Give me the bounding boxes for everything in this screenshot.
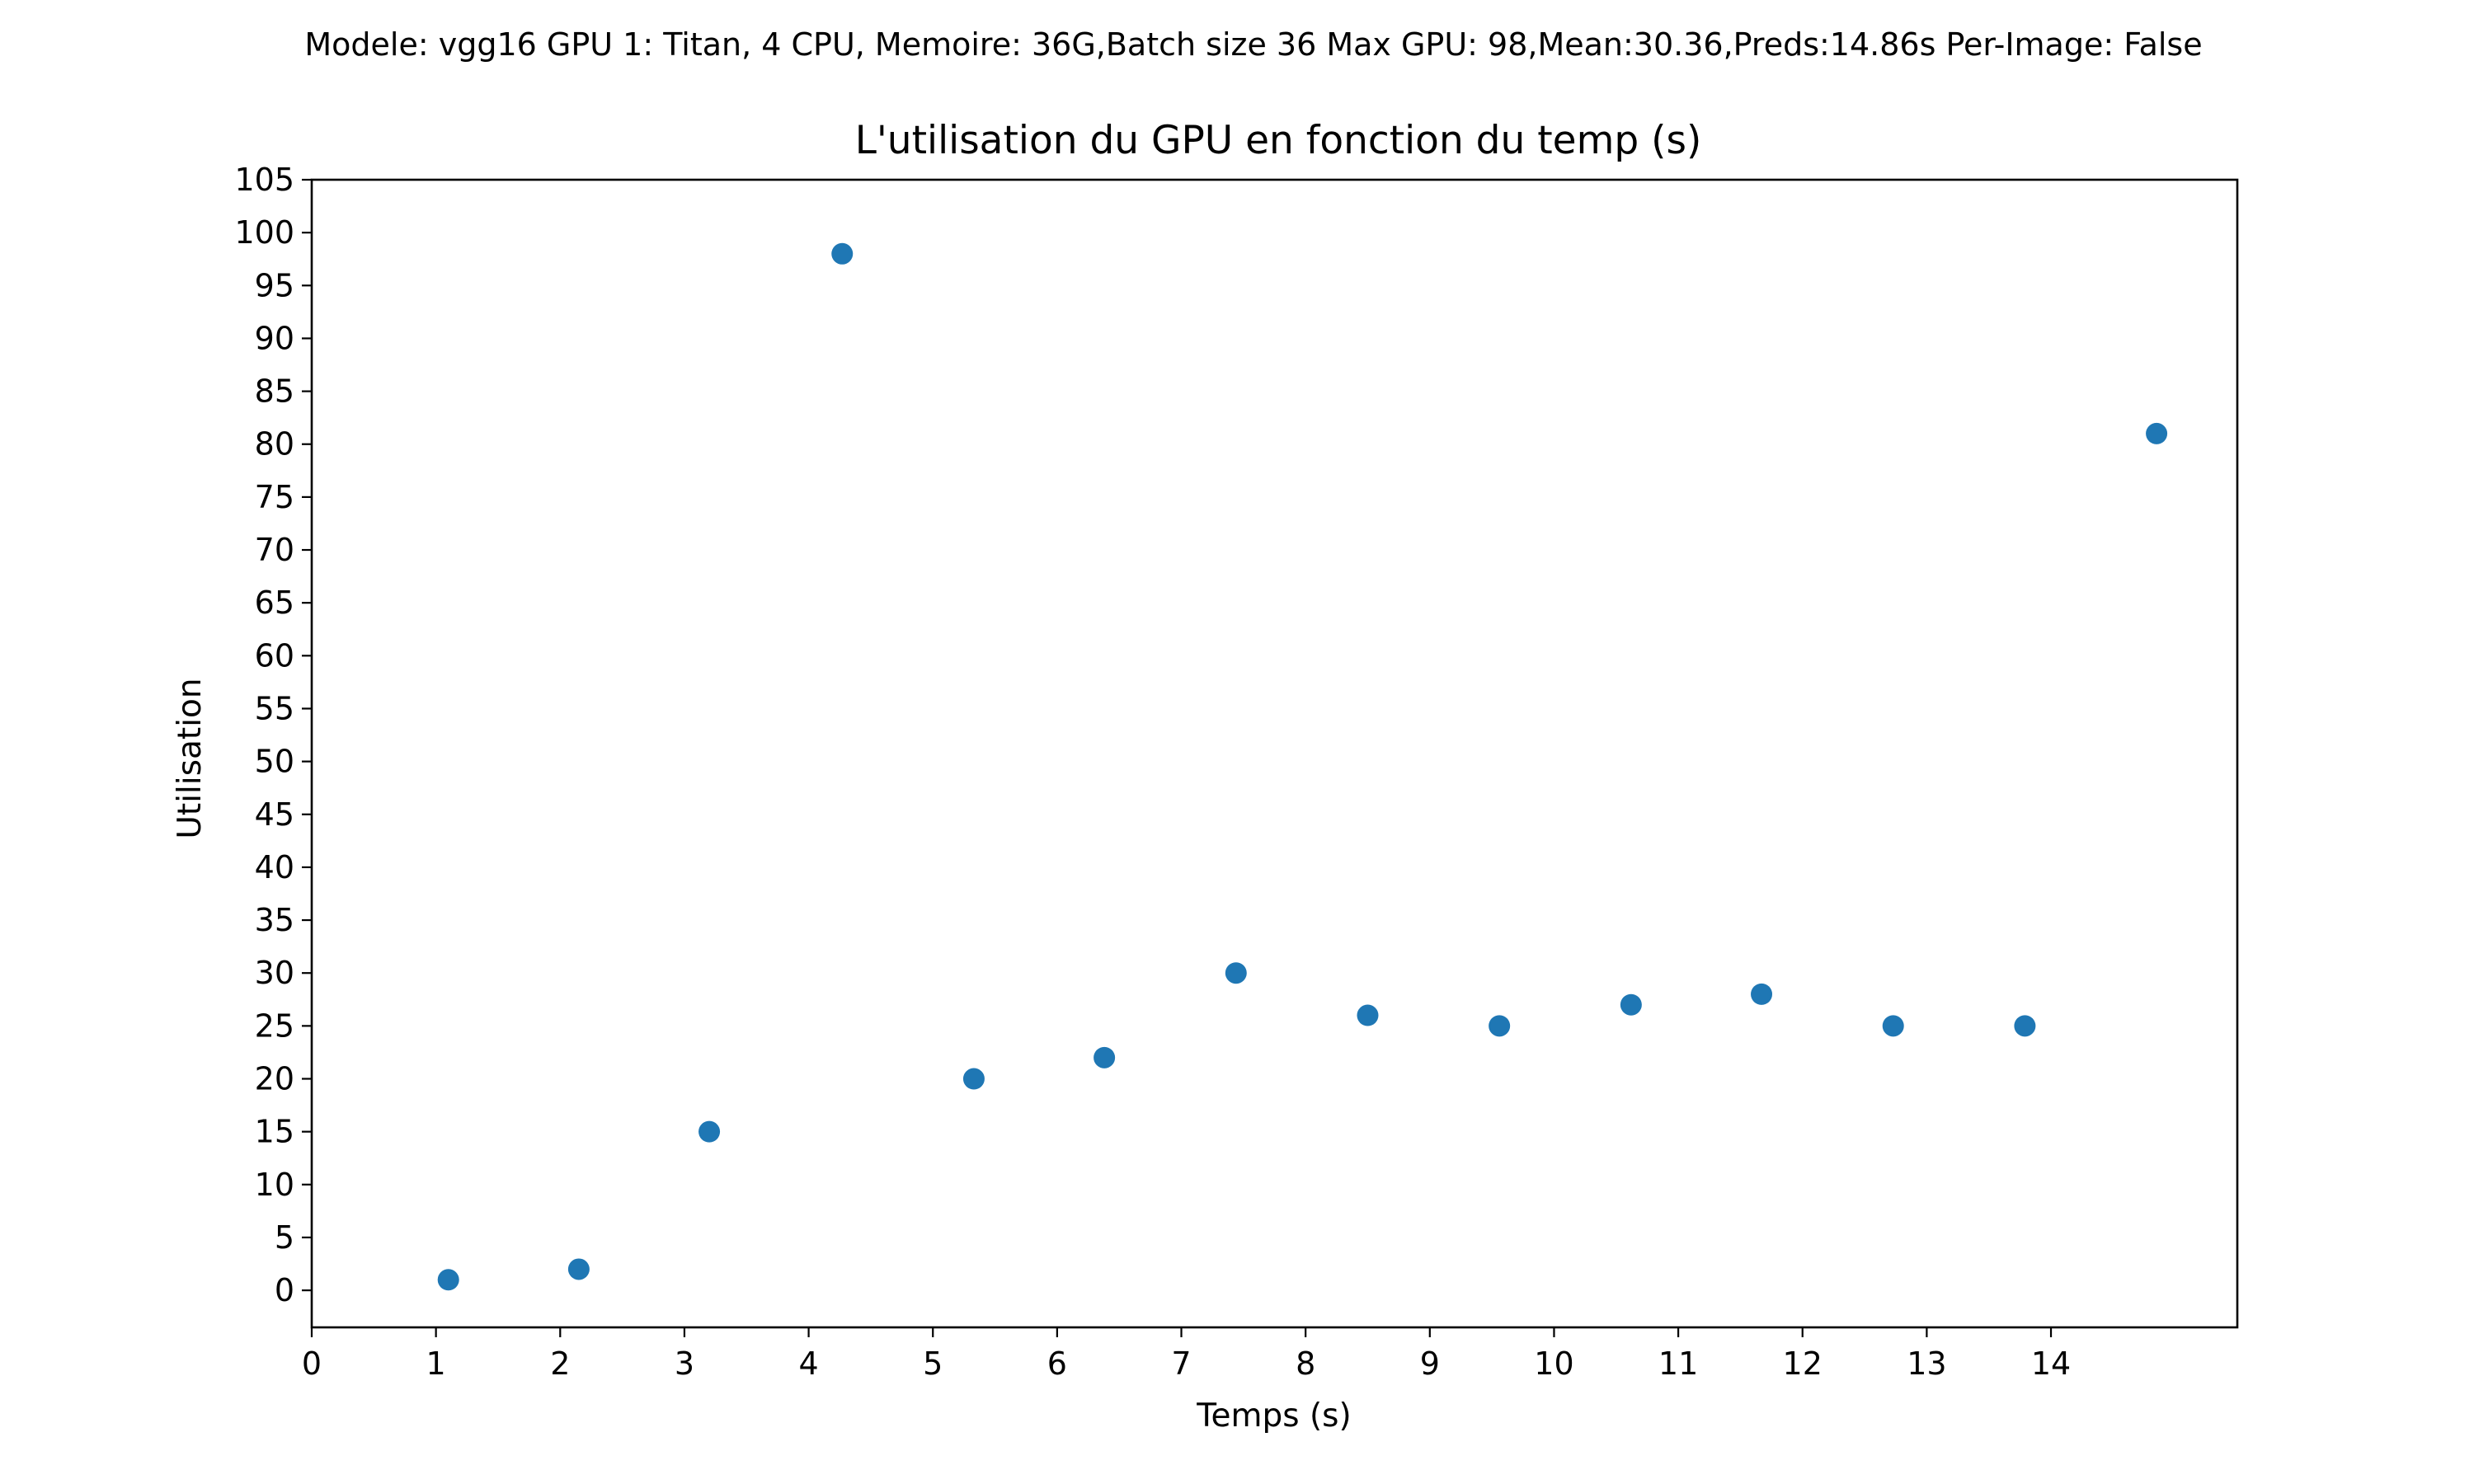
chart-title: L'utilisation du GPU en fonction du temp…: [855, 118, 1702, 163]
y-axis-label: Utilisation: [172, 678, 209, 838]
y-tick-label: 75: [255, 479, 294, 515]
chart-suptitle: Modele: vgg16 GPU 1: Titan, 4 CPU, Memoi…: [304, 26, 2202, 63]
data-point: [437, 1269, 459, 1291]
x-tick-label: 7: [1171, 1345, 1191, 1382]
x-tick-label: 14: [2031, 1345, 2071, 1382]
data-point: [962, 1068, 985, 1090]
data-point: [1882, 1015, 1904, 1037]
x-tick-label: 9: [1420, 1345, 1440, 1382]
y-tick-label: 65: [255, 585, 294, 621]
x-tick-label: 1: [426, 1345, 446, 1382]
y-tick-label: 30: [255, 955, 294, 991]
y-tick-label: 10: [255, 1167, 294, 1203]
x-tick-label: 0: [302, 1345, 322, 1382]
y-tick-label: 95: [255, 267, 294, 303]
y-tick-label: 35: [255, 902, 294, 938]
x-tick-label: 3: [675, 1345, 694, 1382]
x-tick-label: 2: [550, 1345, 570, 1382]
plot-area: 0510152025303540455055606570758085909510…: [234, 162, 2239, 1382]
data-point: [1751, 983, 1773, 1005]
data-point: [1094, 1046, 1116, 1068]
y-tick-label: 60: [255, 637, 294, 674]
data-point: [698, 1120, 721, 1143]
y-tick-label: 5: [275, 1219, 294, 1256]
y-tick-label: 80: [255, 426, 294, 463]
y-tick-label: 0: [275, 1272, 294, 1308]
y-tick-label: 25: [255, 1007, 294, 1044]
y-tick-label: 50: [255, 744, 294, 780]
y-tick-label: 40: [255, 849, 294, 885]
y-axis: 0 5 10 15 20 25 30 35 40 45 50 55 60 65 70 75 80 85 90 95 10…: [234, 162, 312, 1308]
data-point: [1489, 1015, 1511, 1037]
x-axis-label: Temps (s): [1196, 1397, 1351, 1435]
data-point: [2146, 422, 2168, 444]
data-point: [831, 242, 854, 265]
x-axis: 0 1 2 3 4 5 6 7 8 9 10 11 12 13 14: [302, 1327, 2071, 1382]
x-tick-label: 8: [1296, 1345, 1315, 1382]
data-point: [2014, 1015, 2036, 1037]
y-tick-label: 85: [255, 373, 294, 410]
y-tick-label: 15: [255, 1114, 294, 1150]
x-tick-label: 12: [1783, 1345, 1823, 1382]
x-tick-label: 5: [923, 1345, 943, 1382]
y-tick-label: 90: [255, 320, 294, 356]
y-tick-label: 100: [234, 214, 294, 251]
y-tick-label: 105: [234, 162, 294, 198]
y-tick-label: 20: [255, 1061, 294, 1097]
data-point: [1620, 993, 1642, 1016]
x-tick-label: 4: [798, 1345, 818, 1382]
y-tick-label: 70: [255, 532, 294, 568]
data-point: [1225, 962, 1247, 984]
x-tick-label: 6: [1047, 1345, 1067, 1382]
data-point: [1357, 1004, 1379, 1026]
data-point: [567, 1258, 590, 1280]
x-tick-label: 13: [1907, 1345, 1946, 1382]
plot-frame: [310, 178, 2239, 1329]
y-tick-label: 45: [255, 796, 294, 833]
x-tick-label: 11: [1658, 1345, 1698, 1382]
y-tick-label: 55: [255, 690, 294, 726]
data-points: [437, 242, 2168, 1291]
x-tick-label: 10: [1534, 1345, 1573, 1382]
